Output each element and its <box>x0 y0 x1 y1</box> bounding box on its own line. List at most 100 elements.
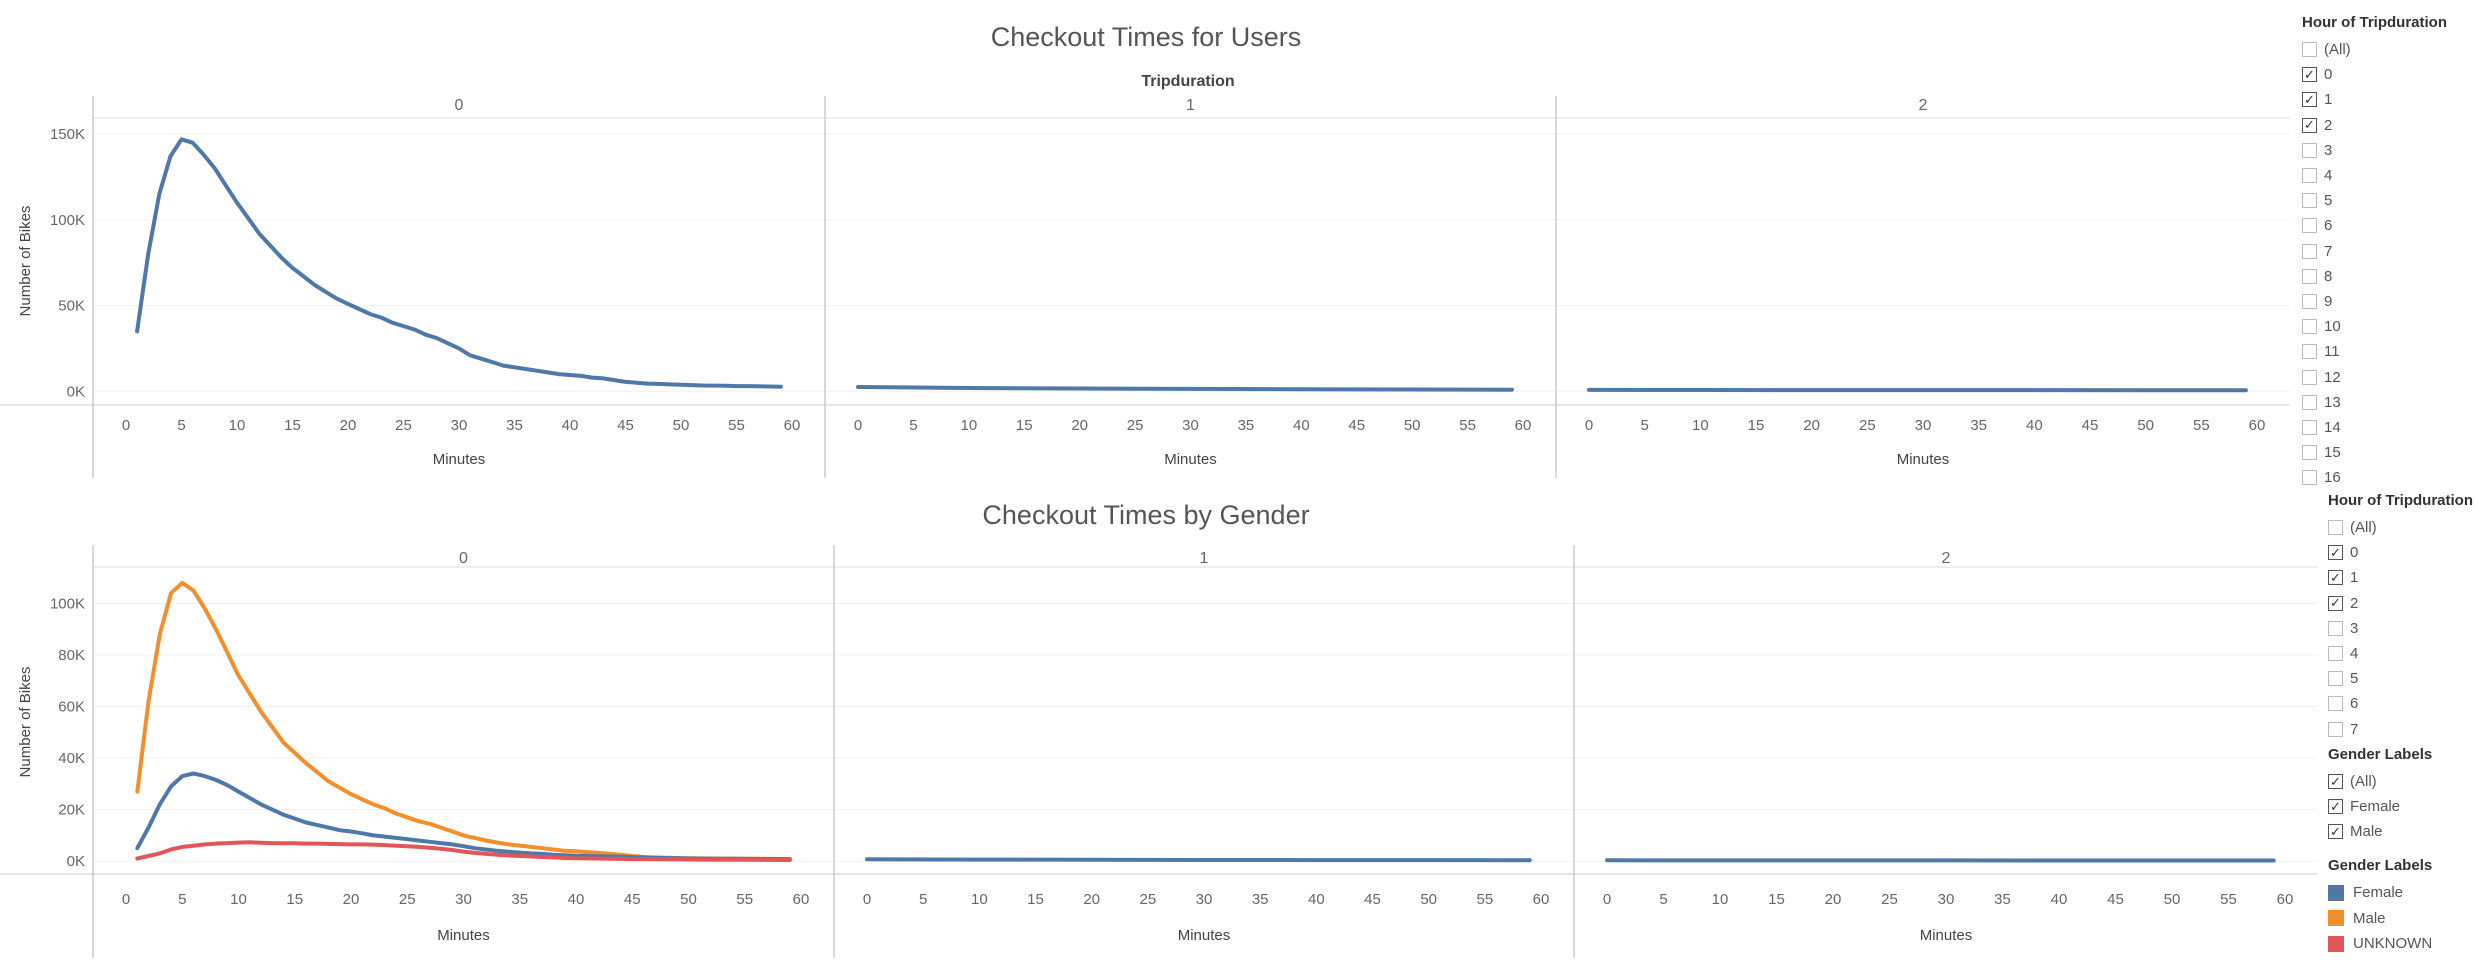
filter-option[interactable]: ✓ 1 <box>2328 565 2486 590</box>
x-tick-label: 15 <box>1768 891 1785 908</box>
filter-option[interactable]: ✓ 0 <box>2328 540 2486 565</box>
checkbox[interactable] <box>2328 671 2343 687</box>
hour-filter-bottom: Hour of Tripduration (All) ✓ 0 ✓ 1 ✓ 2 3 4 5 6 7 <box>2328 492 2486 739</box>
filter-option-label: 4 <box>2350 645 2359 663</box>
legend-item[interactable]: Male <box>2328 906 2486 932</box>
legend-item[interactable]: UNKNOWN <box>2328 931 2486 957</box>
checkbox[interactable] <box>2302 243 2317 259</box>
checkbox[interactable] <box>2302 268 2317 284</box>
filter-list[interactable]: (All) ✓ 0 ✓ 1 ✓ 2 3 4 5 6 7 8 9 10 11 12 13 14 15 16 <box>2302 37 2482 491</box>
checkbox[interactable] <box>2302 419 2317 435</box>
filter-option[interactable]: ✓ 2 <box>2302 113 2482 138</box>
x-tick-label: 40 <box>1293 417 1310 434</box>
filter-option[interactable]: 5 <box>2328 666 2486 691</box>
filter-option[interactable]: 8 <box>2302 264 2482 289</box>
x-tick-label: 30 <box>1938 891 1955 908</box>
filter-option[interactable]: ✓ Female <box>2328 794 2486 819</box>
filter-option[interactable]: ✓ 2 <box>2328 591 2486 616</box>
checkbox[interactable] <box>2302 445 2317 461</box>
checkbox[interactable]: ✓ <box>2328 799 2343 815</box>
filter-option-label: 10 <box>2324 318 2341 336</box>
x-tick-label: 35 <box>1970 417 1987 434</box>
checkbox[interactable] <box>2302 168 2317 184</box>
filter-option[interactable]: 7 <box>2328 717 2486 740</box>
x-tick-label: 50 <box>680 891 697 908</box>
filter-option[interactable]: 4 <box>2302 163 2482 188</box>
x-axis-label: Minutes <box>1897 451 1950 468</box>
legend-item[interactable]: Female <box>2328 880 2486 906</box>
legend-items: Female Male UNKNOWN <box>2328 880 2486 957</box>
filter-option[interactable]: 11 <box>2302 339 2482 364</box>
chart-2: Checkout Times by Gender0K20K40K60K80K10… <box>0 500 2319 958</box>
filter-option-label: 16 <box>2324 469 2341 487</box>
filter-option[interactable]: 13 <box>2302 390 2482 415</box>
checkbox[interactable] <box>2328 721 2343 737</box>
filter-list[interactable]: ✓ (All) ✓ Female ✓ Male <box>2328 769 2486 845</box>
filter-option[interactable]: 3 <box>2328 616 2486 641</box>
checkbox[interactable] <box>2302 344 2317 360</box>
checkbox[interactable] <box>2302 142 2317 158</box>
checkbox[interactable]: ✓ <box>2328 774 2343 790</box>
checkbox[interactable]: ✓ <box>2328 545 2343 561</box>
x-tick-label: 10 <box>960 417 977 434</box>
filter-option[interactable]: 6 <box>2302 213 2482 238</box>
x-tick-label: 60 <box>1533 891 1550 908</box>
filter-option[interactable]: 5 <box>2302 188 2482 213</box>
checkbox[interactable]: ✓ <box>2302 117 2317 133</box>
filter-option[interactable]: ✓ (All) <box>2328 769 2486 794</box>
gender-legend: Gender Labels Female Male UNKNOWN <box>2328 857 2486 957</box>
checkbox[interactable] <box>2302 369 2317 385</box>
filter-option-label: (All) <box>2350 519 2377 537</box>
filter-option[interactable]: ✓ 1 <box>2302 87 2482 112</box>
checkbox[interactable] <box>2302 470 2317 486</box>
x-tick-label: 20 <box>1825 891 1842 908</box>
filter-option[interactable]: 7 <box>2302 239 2482 264</box>
checkbox[interactable] <box>2302 42 2317 58</box>
x-tick-label: 10 <box>971 891 988 908</box>
series-line-female <box>865 857 1532 863</box>
checkbox[interactable]: ✓ <box>2302 67 2317 83</box>
filter-option[interactable]: ✓ Male <box>2328 819 2486 844</box>
chart-title: Checkout Times for Users <box>991 22 1302 52</box>
filter-option[interactable]: (All) <box>2328 515 2486 540</box>
filter-option[interactable]: 6 <box>2328 691 2486 716</box>
filter-option[interactable]: 4 <box>2328 641 2486 666</box>
checkbox[interactable]: ✓ <box>2302 92 2317 108</box>
filter-option-label: 2 <box>2324 116 2333 134</box>
y-axis-label: Number of Bikes <box>17 667 34 778</box>
checkbox[interactable] <box>2328 696 2343 712</box>
filter-option[interactable]: 12 <box>2302 364 2482 389</box>
filter-option[interactable]: 3 <box>2302 138 2482 163</box>
checkbox[interactable] <box>2302 293 2317 309</box>
filter-option[interactable]: 16 <box>2302 465 2482 490</box>
filter-option-label: Female <box>2350 798 2401 816</box>
filter-option[interactable]: 14 <box>2302 415 2482 440</box>
filter-option[interactable]: 9 <box>2302 289 2482 314</box>
gender-filter: Gender Labels ✓ (All) ✓ Female ✓ Male <box>2328 746 2486 845</box>
filter-option[interactable]: ✓ 0 <box>2302 62 2482 87</box>
filter-option-label: 0 <box>2350 544 2359 562</box>
panel-0: 0 0 5 10 15 20 25 30 35 40 45 50 55 60 Minutes <box>92 96 800 478</box>
checkbox[interactable] <box>2328 520 2343 536</box>
checkbox[interactable] <box>2302 218 2317 234</box>
filter-list[interactable]: (All) ✓ 0 ✓ 1 ✓ 2 3 4 5 6 7 <box>2328 515 2486 739</box>
checkbox[interactable]: ✓ <box>2328 595 2343 611</box>
x-tick-label: 40 <box>562 417 579 434</box>
x-tick-label: 25 <box>395 417 412 434</box>
checkbox[interactable] <box>2302 193 2317 209</box>
checkbox[interactable] <box>2302 394 2317 410</box>
filter-option-label: Male <box>2350 823 2383 841</box>
filter-option[interactable]: 10 <box>2302 314 2482 339</box>
filter-option[interactable]: 15 <box>2302 440 2482 465</box>
checkbox[interactable] <box>2302 319 2317 335</box>
x-tick-label: 60 <box>2277 891 2294 908</box>
filter-option-label: 1 <box>2350 569 2359 587</box>
x-tick-label: 5 <box>1640 417 1648 434</box>
checkbox[interactable] <box>2328 620 2343 636</box>
chart-title: Checkout Times by Gender <box>982 500 1309 530</box>
checkbox[interactable]: ✓ <box>2328 570 2343 586</box>
checkbox[interactable] <box>2328 646 2343 662</box>
filter-option[interactable]: (All) <box>2302 37 2482 62</box>
checkbox[interactable]: ✓ <box>2328 824 2343 840</box>
